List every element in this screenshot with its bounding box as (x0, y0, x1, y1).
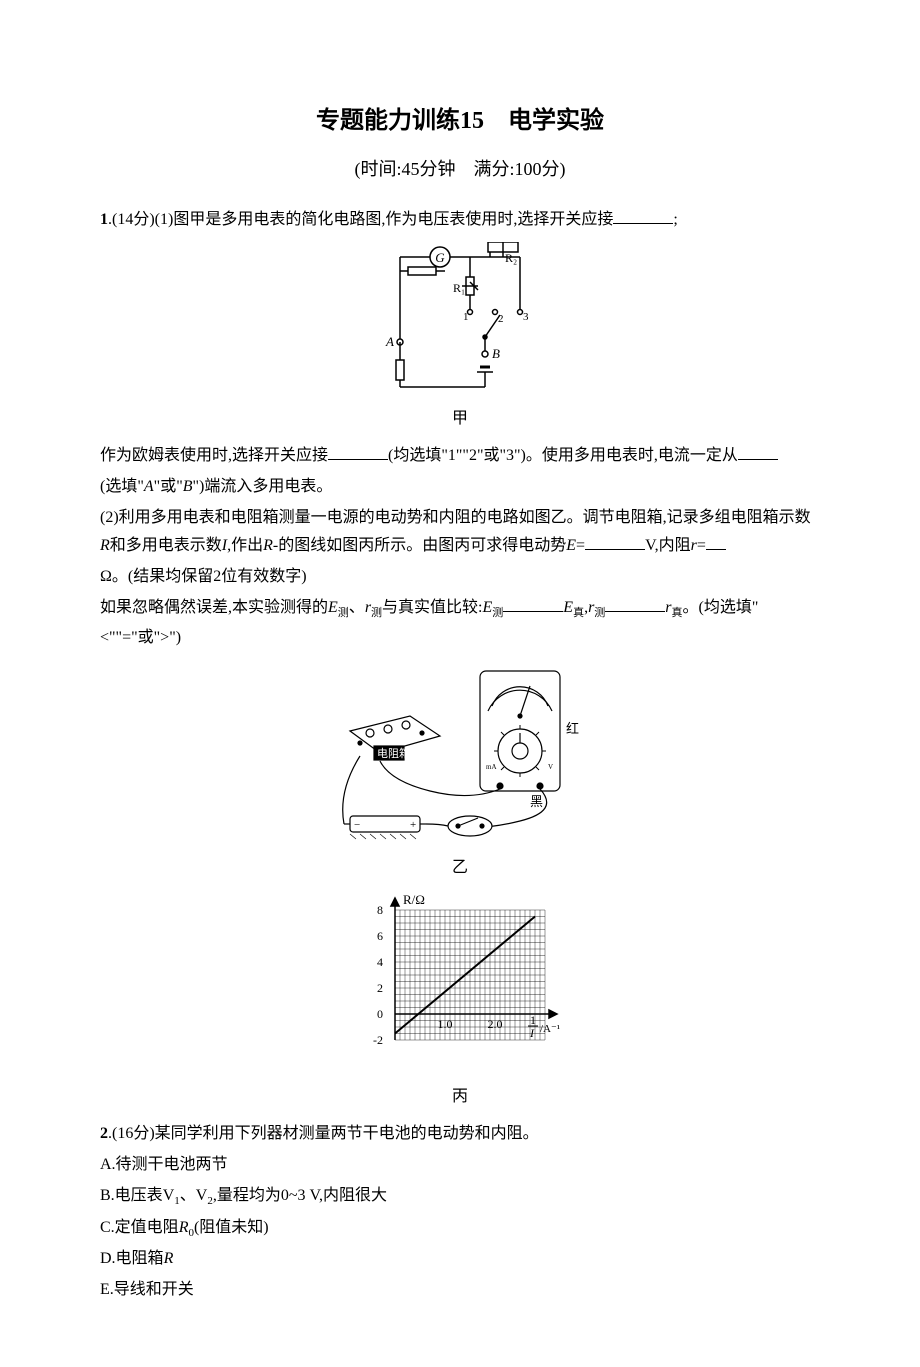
q1-line3: (选填"A"或"B")端流入多用电表。 (100, 473, 820, 502)
q2-optA: A.待测干电池两节 (100, 1151, 820, 1180)
blank-5 (706, 533, 726, 550)
q1-line6: 如果忽略偶然误差,本实验测得的E测、r测与真实值比较:E测E真,r测r真。(均选… (100, 594, 820, 653)
figure-bing-caption: 丙 (100, 1083, 820, 1112)
svg-text:电阻箱: 电阻箱 (377, 746, 410, 760)
q2-number: 2 (100, 1125, 108, 1142)
figure-yi-caption: 乙 (100, 854, 820, 883)
svg-text:4: 4 (377, 955, 383, 969)
svg-text:1: 1 (530, 1013, 536, 1027)
figure-bing: R/Ω 8 6 4 2 0 -2 1.0 2.0 1 I /A⁻¹ 丙 (100, 890, 820, 1112)
q2-stem: 2.(16分)某同学利用下列器材测量两节干电池的电动势和内阻。 (100, 1120, 820, 1149)
q1-line2: 作为欧姆表使用时,选择开关应接(均选填"1""2"或"3")。使用多用电表时,电… (100, 442, 820, 471)
q2-optB: B.电压表V1、V2,量程均为0~3 V,内阻很大 (100, 1182, 820, 1212)
svg-text:2: 2 (498, 313, 504, 325)
svg-text:mA: mA (486, 763, 497, 771)
svg-text:V: V (548, 763, 553, 771)
svg-text:红: 红 (566, 721, 579, 736)
svg-text:6: 6 (377, 929, 383, 943)
svg-text:−: − (354, 819, 360, 831)
svg-text:I: I (529, 1026, 535, 1040)
svg-text:/A⁻¹: /A⁻¹ (540, 1023, 560, 1035)
svg-text:1.0: 1.0 (438, 1017, 453, 1031)
svg-text:2.0: 2.0 (488, 1017, 503, 1031)
q2-optC: C.定值电阻R0(阻值未知) (100, 1214, 820, 1244)
figure-jia-caption: 甲 (100, 405, 820, 434)
q1-line5: Ω。(结果均保留2位有效数字) (100, 563, 820, 592)
q1-points: (14分) (112, 211, 155, 228)
page-title: 专题能力训练15 电学实验 (100, 100, 820, 143)
q2-optE: E.导线和开关 (100, 1276, 820, 1305)
q1-line4: (2)利用多用电表和电阻箱测量一电源的电动势和内阻的电路如图乙。调节电阻箱,记录… (100, 504, 820, 562)
svg-text:A: A (385, 334, 394, 349)
svg-text:0: 0 (377, 1007, 383, 1021)
q2-points: (16分) (112, 1125, 155, 1142)
svg-text:R/Ω: R/Ω (403, 892, 425, 907)
svg-text:R₁: R₁ (453, 281, 465, 295)
q1-p1b: ; (673, 211, 677, 228)
blank-2 (328, 443, 388, 460)
svg-text:R₂: R₂ (505, 251, 517, 265)
blank-1 (613, 207, 673, 224)
svg-text:3: 3 (523, 311, 529, 323)
figure-jia: G R₂ R₁ 1 2 3 A B (100, 242, 820, 434)
svg-text:2: 2 (377, 981, 383, 995)
svg-text:1: 1 (463, 311, 469, 323)
svg-text:+: + (410, 819, 416, 831)
q1-line1: 1.(14分)(1)图甲是多用电表的简化电路图,作为电压表使用时,选择开关应接; (100, 206, 820, 235)
svg-text:G: G (435, 250, 445, 265)
figure-yi: mA V 红 黑 电阻箱 − + (100, 661, 820, 883)
blank-6 (503, 595, 563, 612)
page-subtitle: (时间:45分钟 满分:100分) (100, 153, 820, 185)
blank-4 (585, 533, 645, 550)
svg-text:-2: -2 (373, 1033, 383, 1047)
svg-text:8: 8 (377, 903, 383, 917)
svg-text:黑: 黑 (530, 794, 543, 809)
svg-text:B: B (492, 346, 500, 361)
q1-number: 1 (100, 211, 108, 228)
q2-optD: D.电阻箱R (100, 1245, 820, 1274)
blank-7 (605, 595, 665, 612)
q1-p1a: (1)图甲是多用电表的简化电路图,作为电压表使用时,选择开关应接 (155, 211, 614, 228)
blank-3 (738, 443, 778, 460)
